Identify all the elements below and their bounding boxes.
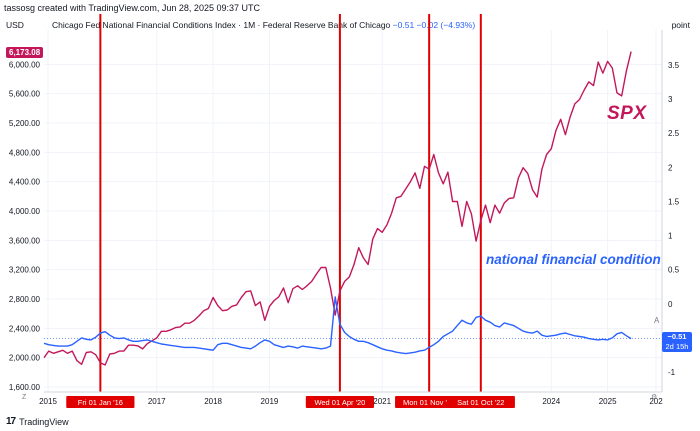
right-tick-label: 3.5 [668,61,680,70]
left-tick-label: 4,400.00 [9,178,41,187]
currency-label[interactable]: USD [6,20,24,30]
x-tick-label: 2017 [148,397,166,406]
left-tick-label: 2,400.00 [9,324,41,333]
x-tick-label: 2015 [39,397,57,406]
right-tick-label: 0 [668,300,673,309]
footer-brand: TradingView [19,416,69,427]
auto-scale-icon[interactable]: A [654,316,660,325]
left-tick-label: 2,800.00 [9,295,41,304]
right-tick-label: 0.5 [668,266,680,275]
right-tick-label: 2.5 [668,129,680,138]
tradingview-logo-icon: 17 [6,416,16,427]
spx-annotation: SPX [607,103,647,124]
axes: 1,600.00 2,000.00 2,400.00 2,800.00 3,200.00… [9,30,682,406]
footer: 17 TradingView [6,416,69,427]
zoom-icon[interactable]: Z [22,394,27,401]
x-tick-label: 202 [649,397,663,406]
x-tick-label: 2024 [542,397,560,406]
nfci-annotation: national financial condition [486,252,661,267]
right-tick-label: 3 [668,95,673,104]
left-tick-label: 2,000.00 [9,354,41,363]
grid [44,30,662,392]
spx-last-price-badge: 6,173.08 [6,47,44,58]
settings-icon[interactable]: ⚙ [651,394,658,401]
vertical-marker-label: Sat 01 Oct '22 [457,398,504,407]
left-tick-label: 5,600.00 [9,90,41,99]
right-tick-label: 1 [668,232,673,241]
chart-credit: tassosg created with TradingView.com, Ju… [4,3,260,13]
nfci-series-line [43,296,632,355]
vertical-marker-label-bg [395,396,464,408]
left-tick-label: 3,200.00 [9,266,41,275]
left-tick-label: 1,600.00 [9,383,41,392]
x-tick-label: 2018 [204,397,222,406]
indicator-value: −0.51 [392,20,415,30]
nfci-badge-countdown: 2d 15h [665,342,689,351]
indicator-title: Chicago Fed National Financial Condition… [52,20,391,30]
indicator-change: −0.02 (−4.93%) [416,20,476,30]
left-tick-label: 4,000.00 [9,207,41,216]
left-tick-label: 3,600.00 [9,236,41,245]
left-tick-label: 6,000.00 [9,60,41,69]
x-tick-label: 2025 [599,397,617,406]
vertical-marker-label-bg [66,396,135,408]
vertical-marker-label: Mon 01 Nov '21 [403,398,455,407]
right-tick-label: -1 [668,368,676,377]
indicator-legend[interactable]: Chicago Fed National Financial Condition… [52,20,475,30]
right-tick-label: 1.5 [668,197,680,206]
left-tick-label: 4,800.00 [9,148,41,157]
right-axis-unit: point [671,20,690,30]
nfci-badge-value: −0.51 [667,332,687,341]
spx-series-line [43,51,632,366]
series-lines [43,51,632,366]
x-tick-label: 2019 [261,397,279,406]
vertical-marker-label-bg [305,396,375,408]
nfci-last-value-badge: −0.51 2d 15h [662,332,692,352]
x-tick-label: 2021 [373,397,391,406]
left-tick-label: 5,200.00 [9,119,41,128]
right-tick-label: 2 [668,163,673,172]
vertical-marker-label: Wed 01 Apr '20 [314,398,365,407]
vertical-marker-label: Fri 01 Jan '16 [78,398,123,407]
vertical-marker-label-bg [446,396,515,408]
vertical-markers: Fri 01 Jan '16 Wed 01 Apr '20 Mon 01 Nov '… [66,14,515,408]
